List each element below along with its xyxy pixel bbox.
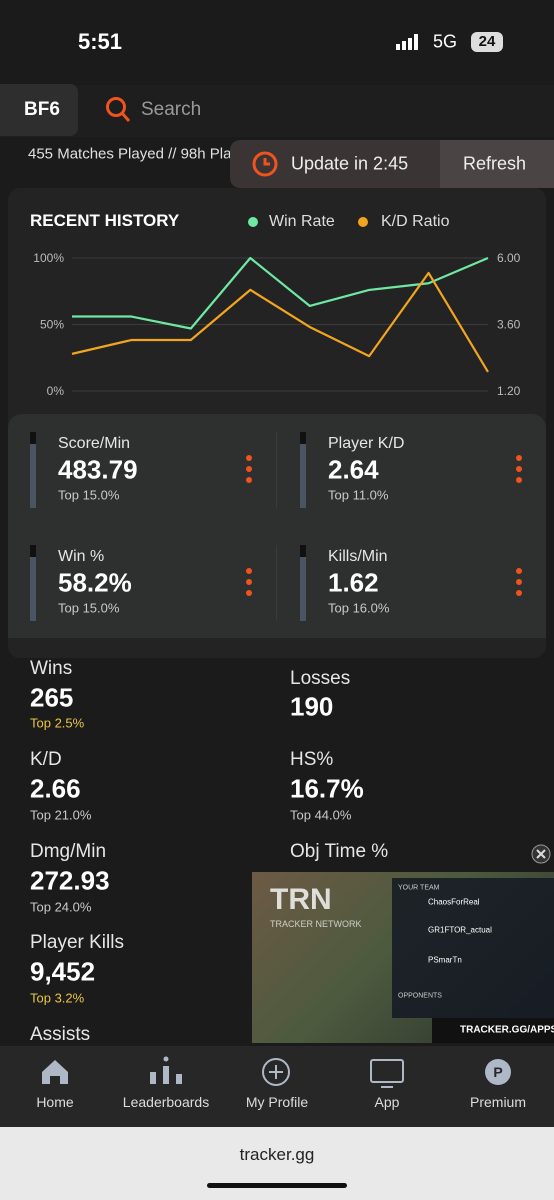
ad-panel: [392, 878, 554, 1018]
search-input[interactable]: Search: [141, 99, 202, 120]
stat-rank: Top 21.0%: [30, 807, 92, 823]
ad-player: ChaosForReal: [428, 897, 480, 907]
refresh-button[interactable]: [440, 140, 554, 188]
stat-rank: Top 44.0%: [290, 807, 352, 823]
nav-icons: P: [42, 1056, 511, 1088]
ad-brand: TRN: [270, 883, 332, 916]
search-icon[interactable]: [105, 96, 131, 124]
ad-url: TRACKER.GG/APPS: [460, 1024, 554, 1036]
timer-icon: [252, 151, 278, 177]
stat-value: 16.7%: [290, 773, 364, 804]
legend-label: Win Rate: [269, 213, 335, 230]
tiles-panel: [8, 414, 546, 638]
series-line: [71, 271, 489, 373]
header: [0, 85, 554, 137]
ad-player: PSmarTn: [428, 955, 462, 965]
stat-label: Losses: [290, 668, 351, 689]
nav-item[interactable]: Home: [36, 1094, 74, 1110]
tile-label: Score/Min: [58, 435, 131, 452]
tile-bar: [30, 432, 36, 508]
tile-menu[interactable]: [516, 568, 522, 601]
summary: 455 Matches Played // 98h Playtime: [28, 145, 268, 163]
toast-message: Update in 2:45: [291, 153, 409, 174]
y-tick-label: 0%: [47, 384, 65, 398]
battery: 24: [471, 32, 503, 52]
stat-value: 9,452: [30, 956, 96, 987]
ad-video[interactable]: TRN TRACKER NETWORK YOUR TEAM ChaosForRe…: [252, 872, 554, 1043]
nav-item[interactable]: My Profile: [245, 1094, 309, 1110]
tile-value: 2.64: [328, 454, 379, 485]
legend-swatch: [248, 217, 258, 227]
tile-value: 1.62: [328, 567, 379, 598]
y-tick-label: 50%: [40, 318, 64, 332]
tile-rank: Top 11.0%: [328, 487, 389, 503]
tile-menu[interactable]: [246, 455, 252, 488]
y2-tick-label: 3.60: [497, 318, 521, 332]
tile-bar: [30, 545, 36, 621]
y2-tick-label: 6.00: [497, 251, 521, 265]
stat-label: Assists: [30, 1024, 91, 1045]
stat-rank: Top 24.0%: [30, 899, 92, 915]
nav-item[interactable]: Leaderboards: [122, 1094, 210, 1110]
nav-item[interactable]: Premium: [469, 1094, 527, 1110]
game-tab[interactable]: [0, 84, 78, 136]
y2-tick-label: 1.20: [497, 384, 521, 398]
tile-rank: Top 15.0%: [58, 487, 120, 503]
tile-bar: [300, 545, 306, 621]
game-label: BF6: [24, 99, 60, 120]
stat-label: HS%: [290, 749, 334, 770]
stat-label: Wins: [30, 658, 73, 679]
ad-close[interactable]: [531, 844, 551, 864]
divider: [276, 545, 277, 621]
line-chart: 0% 50% 100% 1.20 3.60 6.00: [33, 251, 521, 398]
tile-label: Player K/D: [328, 435, 405, 452]
series-line: [72, 256, 489, 330]
tile-menu[interactable]: [246, 568, 252, 601]
tile-bar: [300, 432, 306, 508]
ad-team: YOUR TEAM: [398, 884, 440, 892]
home-indicator: [207, 1183, 347, 1188]
network: 5G: [433, 31, 458, 52]
stat-value: 2.66: [30, 773, 81, 804]
tile-label: Win %: [58, 548, 105, 565]
tile-label: Kills/Min: [328, 548, 388, 565]
ad-player: GR1FTOR_actual: [428, 925, 492, 935]
y-tick-label: 100%: [33, 251, 64, 265]
tile-value: 58.2%: [58, 567, 132, 598]
stat-label: Obj Time %: [290, 841, 389, 862]
ad-footer: [432, 1018, 554, 1043]
stat-value: 190: [290, 691, 334, 722]
url[interactable]: tracker.gg: [239, 1145, 315, 1164]
stat-label: Player Kills: [30, 932, 124, 953]
signal-icon: [396, 34, 418, 50]
stat-label: Dmg/Min: [30, 841, 107, 862]
tile-rank: Top 16.0%: [328, 600, 390, 616]
divider: [276, 432, 277, 508]
time: 5:51: [78, 29, 123, 54]
nav-item[interactable]: App: [374, 1094, 400, 1110]
tile-value: 483.79: [58, 454, 138, 485]
legend-label: K/D Ratio: [381, 213, 450, 230]
legend-swatch: [358, 217, 368, 227]
stat-value: 265: [30, 682, 74, 713]
stat-rank: Top 3.2%: [30, 990, 85, 1006]
ad-network: TRACKER NETWORK: [270, 919, 362, 929]
svg-text:P: P: [493, 1064, 502, 1080]
chart-title: RECENT HISTORY: [30, 211, 180, 230]
stat-value: 272.93: [30, 865, 110, 896]
stat-label: K/D: [30, 749, 62, 770]
stat-rank: Top 2.5%: [30, 715, 85, 731]
ad-opponents: OPPONENTS: [398, 992, 442, 1000]
tile-rank: Top 15.0%: [58, 600, 120, 616]
refresh-label[interactable]: Refresh: [463, 153, 527, 174]
tile-menu[interactable]: [516, 455, 522, 488]
